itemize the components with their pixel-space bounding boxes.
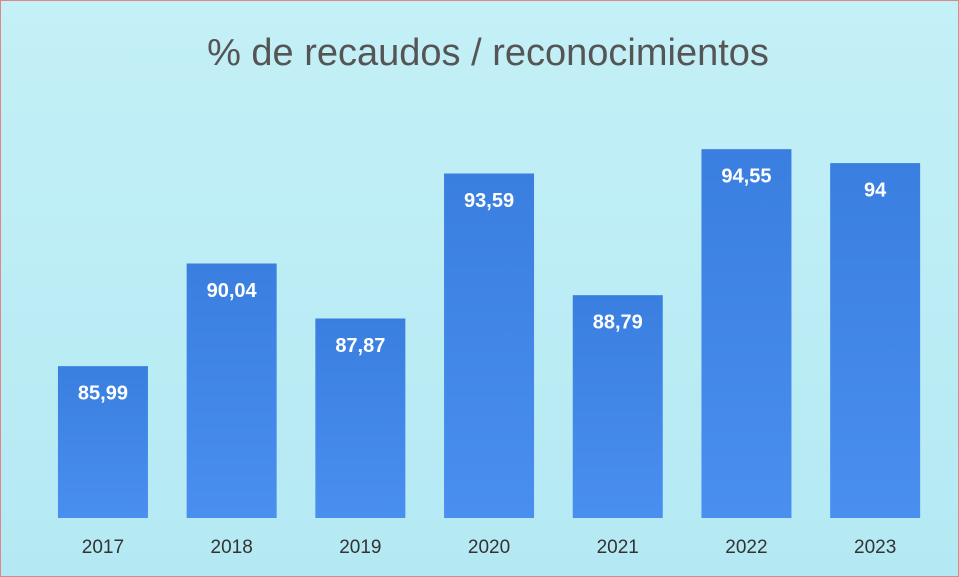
bar [186,263,277,518]
bar [444,173,535,518]
bar [830,163,921,518]
data-label: 90,04 [207,280,258,302]
x-tick-label: 2018 [211,537,253,558]
x-tick-label: 2023 [854,537,896,558]
x-tick-label: 2022 [725,537,767,558]
chart-title: % de recaudos / reconocimientos [207,32,769,74]
data-label: 87,87 [335,335,385,357]
data-label: 88,79 [593,311,643,333]
data-label: 94,55 [721,165,771,187]
bar [701,149,792,518]
bar [572,295,663,518]
x-tick-label: 2017 [82,537,124,558]
x-tick-label: 2019 [339,537,381,558]
bar [315,318,406,518]
bar [57,366,148,518]
data-label: 85,99 [78,382,128,404]
x-tick-label: 2020 [468,537,510,558]
data-label: 93,59 [464,190,514,212]
data-label: 94 [864,179,887,201]
x-tick-label: 2021 [597,537,639,558]
